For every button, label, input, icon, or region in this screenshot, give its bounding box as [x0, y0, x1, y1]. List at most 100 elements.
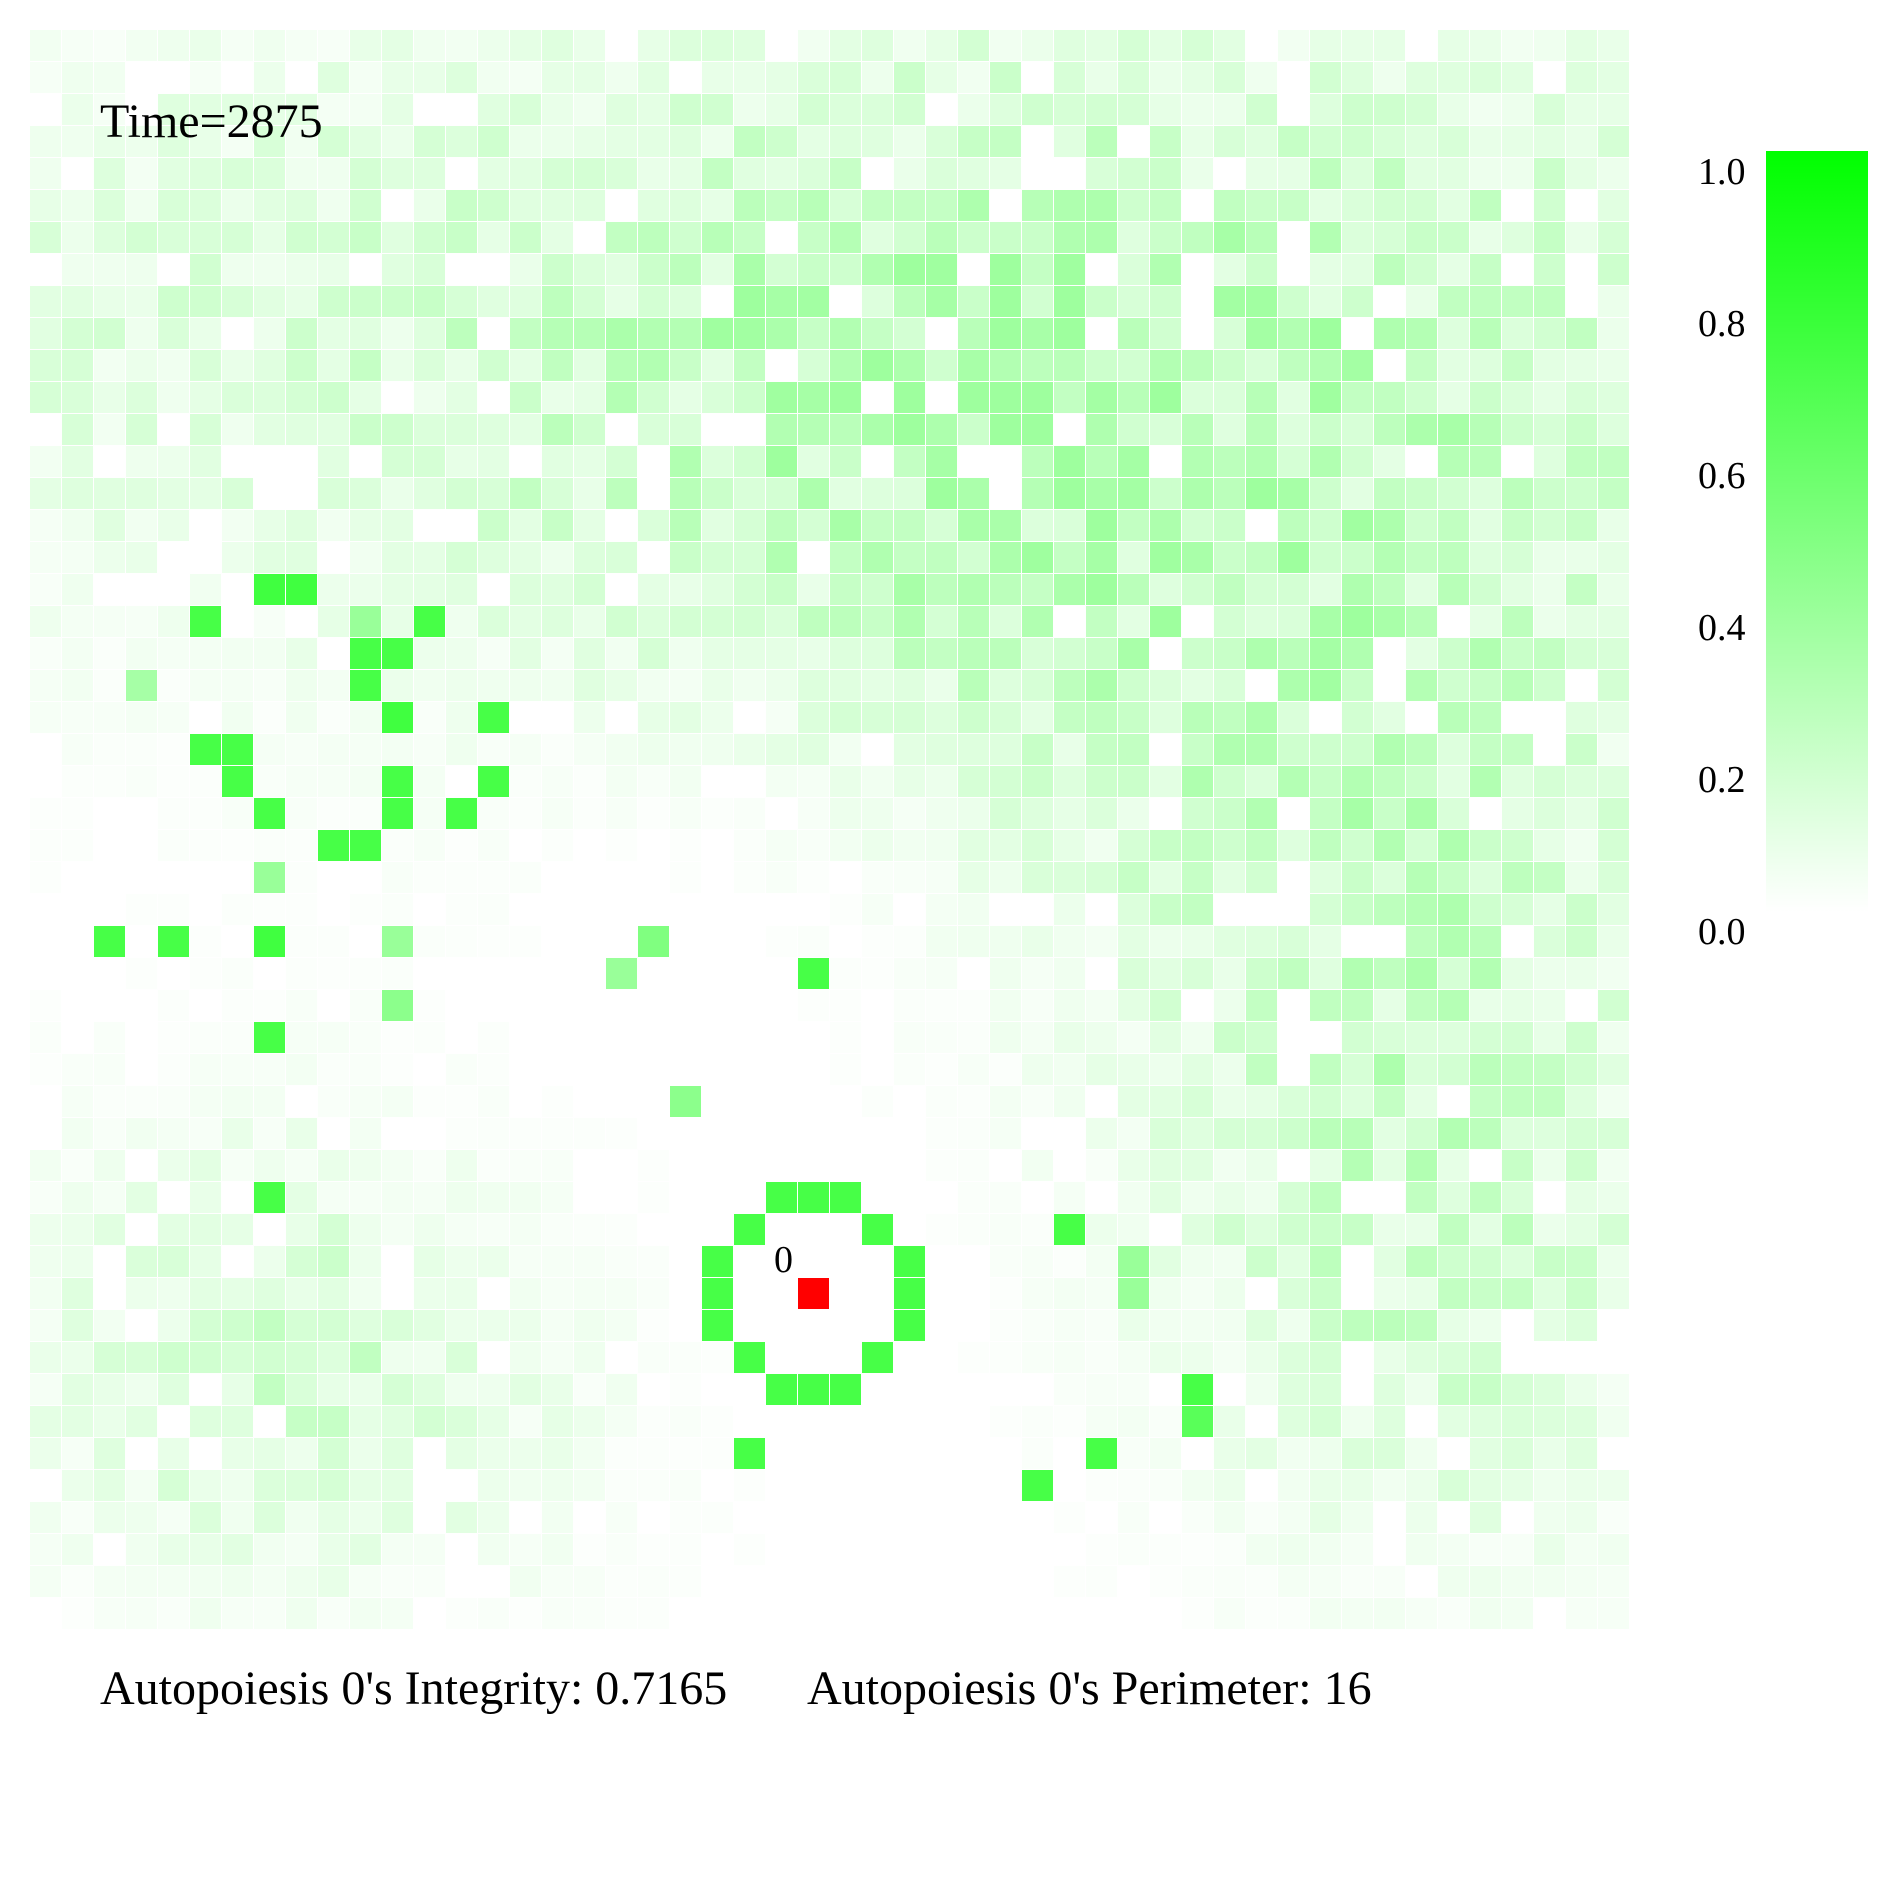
heatmap-cell [1054, 254, 1085, 285]
heatmap-cell [1118, 254, 1149, 285]
heatmap-cell [1086, 382, 1117, 413]
heatmap-cell [1118, 734, 1149, 765]
heatmap-cell [126, 1374, 157, 1405]
heatmap-cell [1246, 1182, 1277, 1213]
heatmap-cell [1022, 542, 1053, 573]
heatmap-cell [126, 670, 157, 701]
heatmap-cell [222, 1086, 253, 1117]
heatmap-cell [574, 1246, 605, 1277]
heatmap-cell [1374, 1470, 1405, 1501]
heatmap-cell [1150, 1182, 1181, 1213]
heatmap-cell [1342, 1438, 1373, 1469]
heatmap-cell [606, 670, 637, 701]
heatmap-cell [926, 1086, 957, 1117]
heatmap-cell [1086, 830, 1117, 861]
heatmap-cell [510, 94, 541, 125]
heatmap-cell [862, 766, 893, 797]
heatmap-cell [1310, 926, 1341, 957]
heatmap-cell [1278, 734, 1309, 765]
heatmap-cell [1054, 382, 1085, 413]
heatmap-cell [1022, 446, 1053, 477]
heatmap-cell [1374, 830, 1405, 861]
heatmap-cell [382, 1022, 413, 1053]
heatmap-cell [1150, 862, 1181, 893]
heatmap-cell [1214, 1086, 1245, 1117]
heatmap-cell [1214, 1214, 1245, 1245]
heatmap-cell [1502, 574, 1533, 605]
heatmap-cell [382, 30, 413, 61]
heatmap-cell [926, 190, 957, 221]
heatmap-cell [1118, 574, 1149, 605]
heatmap-cell [94, 1214, 125, 1245]
heatmap-cell [1182, 1534, 1213, 1565]
heatmap-cell [734, 158, 765, 189]
heatmap-cell [1182, 62, 1213, 93]
heatmap-cell [254, 990, 285, 1021]
heatmap-cell [1566, 606, 1597, 637]
heatmap-cell [478, 1214, 509, 1245]
heatmap-cell [190, 798, 221, 829]
heatmap-cell [1406, 830, 1437, 861]
heatmap-cell [1502, 1054, 1533, 1085]
heatmap-cell [990, 414, 1021, 445]
heatmap-cell [382, 734, 413, 765]
heatmap-cell [1342, 478, 1373, 509]
heatmap-cell [542, 574, 573, 605]
heatmap-cell [990, 1310, 1021, 1341]
heatmap-cell [702, 638, 733, 669]
heatmap-cell [254, 1022, 285, 1053]
heatmap-cell [158, 1118, 189, 1149]
heatmap-cell [1310, 1278, 1341, 1309]
heatmap-cell [222, 1470, 253, 1501]
heatmap-cell [1022, 1086, 1053, 1117]
heatmap-cell [126, 1246, 157, 1277]
heatmap-cell [94, 638, 125, 669]
heatmap-cell [62, 62, 93, 93]
heatmap-cell [414, 1022, 445, 1053]
heatmap-cell [62, 1182, 93, 1213]
heatmap-cell [126, 606, 157, 637]
heatmap-cell [350, 1310, 381, 1341]
heatmap-cell [1534, 670, 1565, 701]
heatmap-cell [670, 862, 701, 893]
heatmap-cell [1566, 734, 1597, 765]
heatmap-cell [702, 126, 733, 157]
heatmap-cell [1150, 1566, 1181, 1597]
heatmap-cell [446, 542, 477, 573]
heatmap-cell [62, 574, 93, 605]
heatmap-cell [350, 382, 381, 413]
heatmap-cell [830, 606, 861, 637]
heatmap-cell [894, 254, 925, 285]
heatmap-cell [1566, 382, 1597, 413]
heatmap-cell [190, 350, 221, 381]
heatmap-cell [1470, 414, 1501, 445]
heatmap-cell [318, 798, 349, 829]
heatmap-cell [478, 638, 509, 669]
heatmap-cell [1150, 1054, 1181, 1085]
heatmap-cell [478, 734, 509, 765]
heatmap-cell [222, 1278, 253, 1309]
heatmap-cell [158, 606, 189, 637]
heatmap-cell [1438, 766, 1469, 797]
time-label: Time=2875 [100, 95, 323, 148]
heatmap-cell [1054, 286, 1085, 317]
heatmap-cell [190, 1054, 221, 1085]
heatmap-cell [542, 318, 573, 349]
heatmap-cell [62, 318, 93, 349]
heatmap-cell [862, 510, 893, 541]
heatmap-cell [1278, 350, 1309, 381]
heatmap-cell [1406, 62, 1437, 93]
heatmap-cell [382, 1598, 413, 1629]
heatmap-cell [1566, 1438, 1597, 1469]
heatmap-cell [1246, 414, 1277, 445]
heatmap-cell [574, 350, 605, 381]
heatmap-cell [798, 126, 829, 157]
heatmap-cell [446, 1406, 477, 1437]
heatmap-cell [1598, 1374, 1629, 1405]
heatmap-cell [1214, 766, 1245, 797]
heatmap-cell [190, 1214, 221, 1245]
heatmap-cell [62, 254, 93, 285]
heatmap-cell [158, 1534, 189, 1565]
heatmap-cell [1598, 1118, 1629, 1149]
heatmap-cell [830, 62, 861, 93]
